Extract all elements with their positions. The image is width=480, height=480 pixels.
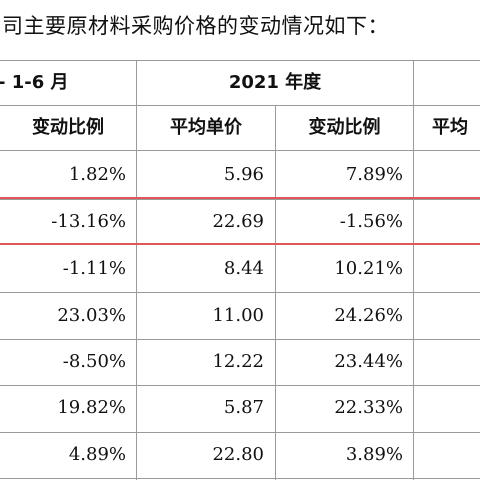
table-cell: 22.69	[212, 211, 264, 232]
period-header: 2021 年度	[228, 72, 322, 93]
table-cell: 10.21%	[334, 258, 403, 279]
table-cell: 23.44%	[334, 351, 403, 372]
row-divider	[0, 339, 480, 340]
header-bottom-divider	[0, 150, 480, 151]
row-divider	[0, 432, 480, 433]
table-border-top	[0, 60, 480, 61]
header-divider	[0, 105, 480, 106]
highlight-bottom	[0, 243, 480, 245]
column-header: 平均单价	[170, 117, 242, 138]
table-cell: 5.96	[223, 164, 264, 185]
table-cell: -1.11%	[62, 258, 126, 279]
table-cell: -8.50%	[62, 351, 126, 372]
table-cell: 4.89%	[68, 444, 126, 465]
column-header: 变动比例	[32, 117, 104, 138]
row-divider	[0, 478, 480, 479]
table-cell: 19.82%	[57, 397, 126, 418]
row-divider	[0, 199, 480, 200]
intro-text: 司主要原材料采购价格的变动情况如下：	[2, 14, 389, 38]
table-cell: 1.82%	[68, 164, 126, 185]
row-divider	[0, 385, 480, 386]
column-divider	[136, 60, 137, 480]
table-cell: 24.26%	[334, 305, 403, 326]
table-cell: -1.56%	[339, 211, 403, 232]
table-cell: 7.89%	[345, 164, 403, 185]
column-header: 变动比例	[308, 117, 381, 138]
table-cell: 22.80	[212, 444, 264, 465]
table-cell: 11.00	[212, 305, 264, 326]
column-divider	[413, 60, 414, 480]
column-header: 平均	[432, 117, 468, 138]
table-cell: 12.22	[212, 351, 264, 372]
period-header: - 1-6 月	[0, 72, 69, 93]
highlight-top	[0, 197, 480, 199]
table-cell: 22.33%	[334, 397, 403, 418]
table-cell: 8.44	[223, 258, 264, 279]
table-cell: 5.87	[223, 397, 264, 418]
column-divider	[275, 105, 276, 480]
table-cell: 3.89%	[345, 444, 403, 465]
table-cell: -13.16%	[51, 211, 126, 232]
row-divider	[0, 292, 480, 293]
table-cell: 23.03%	[57, 305, 126, 326]
